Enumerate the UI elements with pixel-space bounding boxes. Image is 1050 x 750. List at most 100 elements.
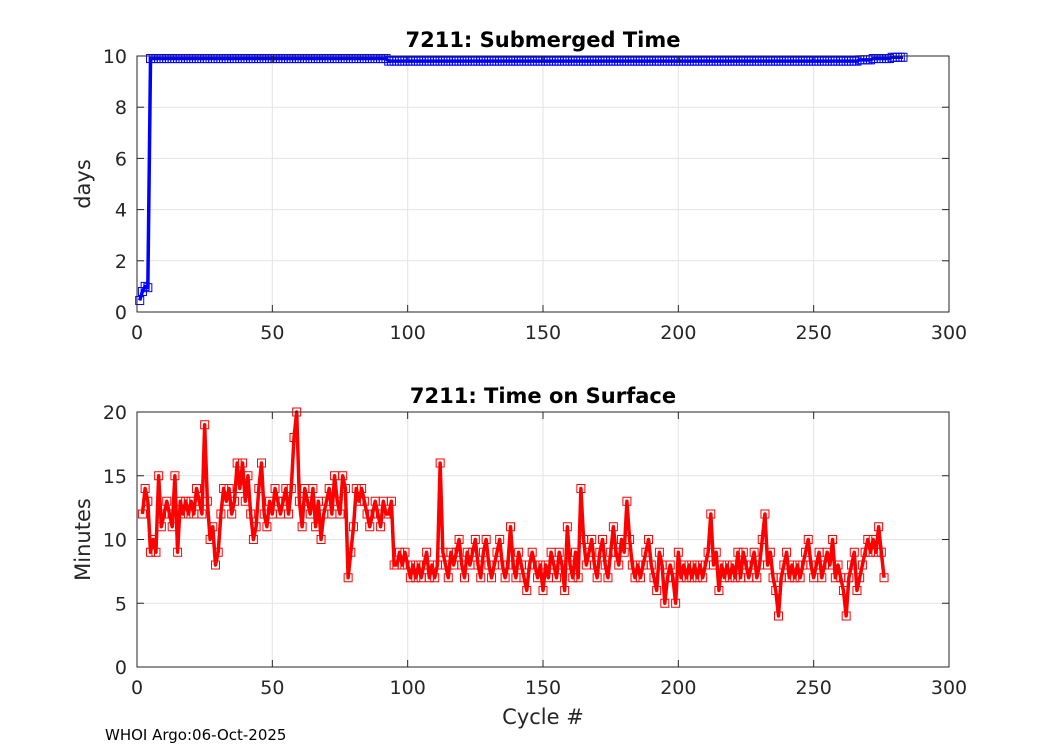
- surface-data-point: [646, 560, 656, 570]
- surface-data-point: [451, 547, 461, 557]
- surface-data-point: [427, 560, 437, 570]
- surface-data-point: [857, 560, 867, 570]
- surface-data-point: [478, 547, 488, 557]
- surface-data-point: [554, 547, 564, 557]
- surface-data-point: [790, 573, 800, 583]
- surface-data-point: [589, 560, 599, 570]
- submerged-x-tick-label: 150: [525, 322, 561, 344]
- surface-data-point: [400, 547, 410, 557]
- surface-data-point: [232, 458, 242, 468]
- surface-data-point: [730, 573, 740, 583]
- surface-y-tick-label: 20: [103, 402, 127, 424]
- surface-data-point: [787, 560, 797, 570]
- surface-data-point: [576, 484, 586, 493]
- submerged-time-panel: 0 50 100 150 200 250 300 0 2 4 6 8 10 7211: Submerged…: [71, 28, 967, 344]
- surface-data-point: [395, 547, 405, 557]
- surface-data-point: [879, 573, 889, 583]
- surface-data-point: [649, 573, 659, 583]
- surface-data-point: [257, 458, 267, 468]
- surface-data-point: [660, 598, 670, 608]
- surface-data-point: [197, 509, 207, 519]
- surface-data-point: [828, 535, 838, 544]
- surface-data-point: [752, 573, 762, 583]
- surface-data-point: [316, 535, 326, 544]
- surface-data-point: [202, 496, 212, 506]
- surface-data-point: [162, 496, 172, 506]
- submerged-x-tick-label: 100: [390, 322, 426, 344]
- surface-data-point: [481, 535, 491, 544]
- surface-data-point: [262, 522, 272, 532]
- surface-data-point: [630, 573, 640, 583]
- surface-data-point: [692, 573, 702, 583]
- surface-data-point: [565, 560, 575, 570]
- surface-data-point: [140, 484, 150, 493]
- surface-data-point: [654, 547, 664, 557]
- surface-data-point: [741, 560, 751, 570]
- surface-data-point: [435, 458, 445, 468]
- surface-x-tick-label: 50: [260, 677, 284, 699]
- surface-data-point: [619, 547, 629, 557]
- surface-data-point: [641, 547, 651, 557]
- surface-y-tick-label: 10: [103, 530, 127, 552]
- surface-data-point: [470, 535, 480, 544]
- surface-data-point: [503, 560, 513, 570]
- surface-data-point: [367, 509, 377, 519]
- surface-data-point: [606, 547, 616, 557]
- surface-data-point: [533, 573, 543, 583]
- surface-data-point: [254, 484, 264, 493]
- surface-x-tick-label: 200: [660, 677, 696, 699]
- surface-y-tick-label: 15: [103, 466, 127, 488]
- surface-data-point: [146, 547, 156, 557]
- surface-time-panel: 0 50 100 150 200 250 300 0 5 10 15 20 7211: Time on …: [71, 384, 967, 729]
- surface-data-point: [665, 560, 675, 570]
- surface-data-point: [324, 484, 334, 493]
- footer-credit: WHOI Argo:06-Oct-2025: [105, 726, 287, 744]
- submerged-y-tick-label: 8: [115, 97, 127, 119]
- surface-data-point: [522, 586, 532, 595]
- surface-data-point: [603, 573, 613, 583]
- submerged-y-tick-label: 6: [115, 148, 127, 170]
- surface-data-point: [270, 484, 280, 493]
- surface-data-point: [213, 547, 223, 557]
- surface-data-point: [181, 496, 191, 506]
- surface-data-point: [338, 471, 348, 481]
- surface-data-point: [354, 496, 364, 506]
- surface-data-point: [849, 547, 859, 557]
- surface-data-point: [392, 560, 402, 570]
- surface-data-point: [183, 509, 193, 519]
- surface-data-point: [552, 573, 562, 583]
- surface-data-point: [178, 509, 188, 519]
- surface-data-point: [430, 573, 440, 583]
- surface-data-point: [706, 509, 716, 519]
- surface-data-point: [284, 509, 294, 519]
- surface-data-point: [687, 573, 697, 583]
- surface-data-point: [238, 458, 248, 468]
- surface-data-point: [335, 509, 345, 519]
- surface-data-point: [210, 560, 220, 570]
- surface-data-point: [308, 484, 318, 493]
- surface-data-point: [468, 547, 478, 557]
- surface-data-point: [297, 522, 307, 532]
- surface-y-tick-label: 0: [115, 657, 127, 679]
- surface-data-point: [681, 573, 691, 583]
- surface-data-point: [757, 535, 767, 544]
- submerged-x-tick-label: 50: [260, 322, 284, 344]
- surface-data-point: [397, 560, 407, 570]
- surface-data-point: [408, 560, 418, 570]
- surface-data-point: [560, 586, 570, 595]
- surface-data-point: [487, 573, 497, 583]
- surface-data-point: [137, 509, 147, 519]
- surface-data-point: [711, 547, 721, 557]
- submerged-y-tick-label: 0: [115, 302, 127, 324]
- submerged-data-point: [135, 295, 145, 305]
- surface-chart-title: 7211: Time on Surface: [410, 384, 676, 408]
- surface-data-point: [760, 509, 770, 519]
- surface-x-axis-label: Cycle #: [502, 705, 584, 729]
- surface-data-point: [722, 560, 732, 570]
- surface-data-point: [627, 560, 637, 570]
- surface-data-point: [365, 522, 375, 532]
- submerged-data-point: [143, 283, 153, 293]
- surface-data-point: [866, 547, 876, 557]
- surface-data-point: [351, 484, 361, 493]
- surface-data-point: [159, 509, 169, 519]
